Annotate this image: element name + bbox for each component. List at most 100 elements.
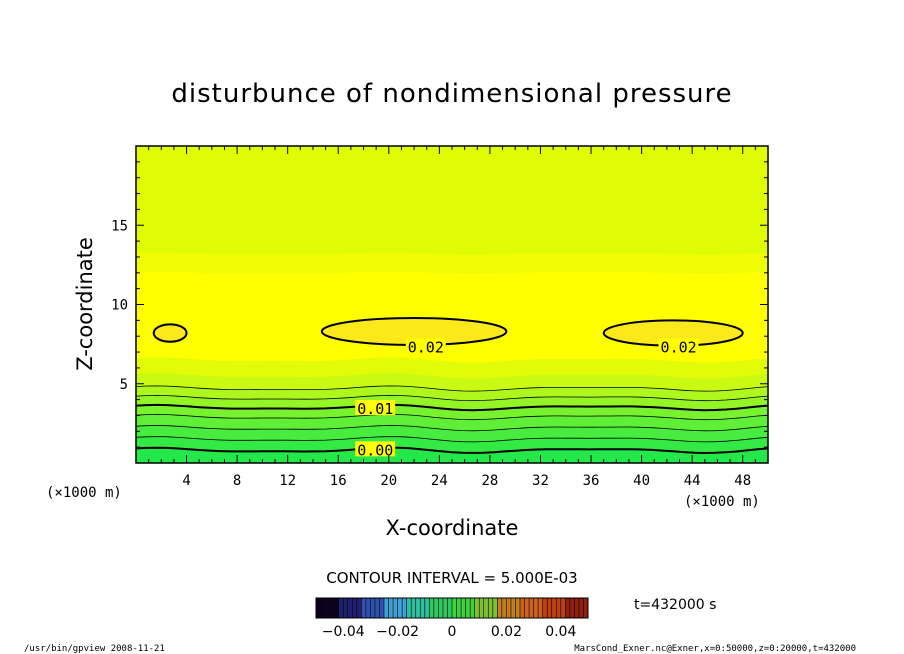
colorbar-cell [461, 598, 466, 618]
x-axis-label: X-coordinate [386, 516, 519, 540]
x-unit-label-right: (×1000 m) [684, 494, 760, 510]
x-tick-label: 40 [633, 473, 650, 489]
x-tick-label: 32 [532, 473, 549, 489]
x-tick-label: 48 [734, 473, 751, 489]
colorbar-cell [492, 598, 498, 618]
colorbar-cell [506, 598, 511, 618]
colorbar-tick-label: −0.04 [322, 624, 365, 640]
colorbar-cell [529, 598, 534, 618]
colorbar-cell [488, 598, 493, 618]
colorbar-cell [415, 598, 421, 618]
colorbar-cell [456, 598, 462, 618]
x-tick-label: 28 [481, 473, 498, 489]
colorbar-cell [379, 598, 384, 618]
footer-right: MarsCond_Exner.nc@Exner,x=0:50000,z=0:20… [574, 644, 856, 654]
contour-interval-label: CONTOUR INTERVAL = 5.000E-03 [326, 569, 577, 587]
colorbar-cell [583, 598, 588, 618]
colorbar-cell [533, 598, 539, 618]
contour-line [136, 425, 768, 432]
colorbar-cell [520, 598, 525, 618]
x-tick-label: 8 [233, 473, 241, 489]
x-tick-label: 44 [684, 473, 701, 489]
contour-label-bg [355, 441, 396, 457]
colorbar-cell [483, 598, 489, 618]
colorbar-cell [465, 598, 471, 618]
colorbar-cell [497, 598, 502, 618]
colorbar-frame [315, 597, 589, 619]
colorbar-cell [329, 598, 335, 618]
colorbar-cell [334, 598, 339, 618]
colorbar-cell [510, 598, 516, 618]
colorbar-cell [565, 598, 570, 618]
colorbar-cell [424, 598, 430, 618]
y-axis-label: Z-coordinate [73, 237, 97, 371]
colorbar-cell [433, 598, 439, 618]
time-label: t=432000 s [634, 597, 716, 613]
colorbar-tick-label: −0.02 [376, 624, 419, 640]
colorbar-cell [343, 598, 348, 618]
footer-left: /usr/bin/gpview 2008-11-21 [24, 644, 165, 654]
colorbar-cell [474, 598, 480, 618]
colorbar-cell [524, 598, 530, 618]
colorbar: −0.04 −0.02 0 0.02 0.04 [315, 597, 589, 640]
colorbar-cell [361, 598, 366, 618]
contour-label-bg [355, 400, 396, 416]
colorbar-cell [515, 598, 520, 618]
colorbar-cell [325, 598, 330, 618]
colorbar-cell [370, 598, 375, 618]
colorbar-cell [560, 598, 566, 618]
contour-line [136, 413, 768, 421]
colorbar-cell [397, 598, 403, 618]
colorbar-cell [501, 598, 507, 618]
colorbar-cell [393, 598, 398, 618]
colorbar-tick-label: 0.04 [545, 624, 576, 640]
contour-line [136, 385, 768, 392]
colorbar-cell [470, 598, 475, 618]
colorbar-cell [356, 598, 362, 618]
colorbar-cell [429, 598, 434, 618]
colorbar-cell [365, 598, 371, 618]
colorbar-cell [551, 598, 557, 618]
plot-area: 0.02 0.02 0.01 0.00 [136, 146, 768, 463]
contour-pocket [152, 323, 188, 343]
colorbar-cell [538, 598, 543, 618]
contour-field: 0.02 0.02 0.01 0.00 [136, 146, 768, 463]
colorbar-tick-label: 0.02 [491, 624, 522, 640]
contour-label: 0.01 [357, 400, 393, 418]
colorbar-cell [420, 598, 425, 618]
contour-band [136, 146, 768, 262]
colorbar-cell [388, 598, 394, 618]
colorbar-cell [574, 598, 579, 618]
contour-label-bg [405, 338, 446, 354]
x-tick-label: 12 [279, 473, 296, 489]
colorbar-cell [402, 598, 407, 618]
contour-line [136, 394, 768, 402]
colorbar-cell [438, 598, 443, 618]
colorbar-cell [374, 598, 380, 618]
y-tick-label: 15 [111, 218, 128, 234]
colorbar-cell [452, 598, 457, 618]
contour-label-bg [658, 338, 699, 354]
x-tick-label: 16 [330, 473, 347, 489]
contour-line [136, 436, 768, 443]
y-tick-label: 5 [120, 377, 128, 393]
colorbar-cell [479, 598, 484, 618]
x-tick-label: 24 [431, 473, 448, 489]
colorbar-cell [347, 598, 353, 618]
colorbar-cell [320, 598, 326, 618]
colorbar-cell [384, 598, 389, 618]
colorbar-cell [569, 598, 575, 618]
contour-label: 0.02 [408, 338, 444, 356]
colorbar-cell [547, 598, 552, 618]
x-tick-label: 36 [583, 473, 600, 489]
colorbar-cell [316, 598, 321, 618]
colorbar-cell [406, 598, 412, 618]
y-tick-label: 10 [111, 298, 128, 314]
colorbar-cell [442, 598, 448, 618]
colorbar-cell [556, 598, 561, 618]
contour-line [136, 403, 768, 412]
colorbar-cell [411, 598, 416, 618]
colorbar-cell [578, 598, 584, 618]
